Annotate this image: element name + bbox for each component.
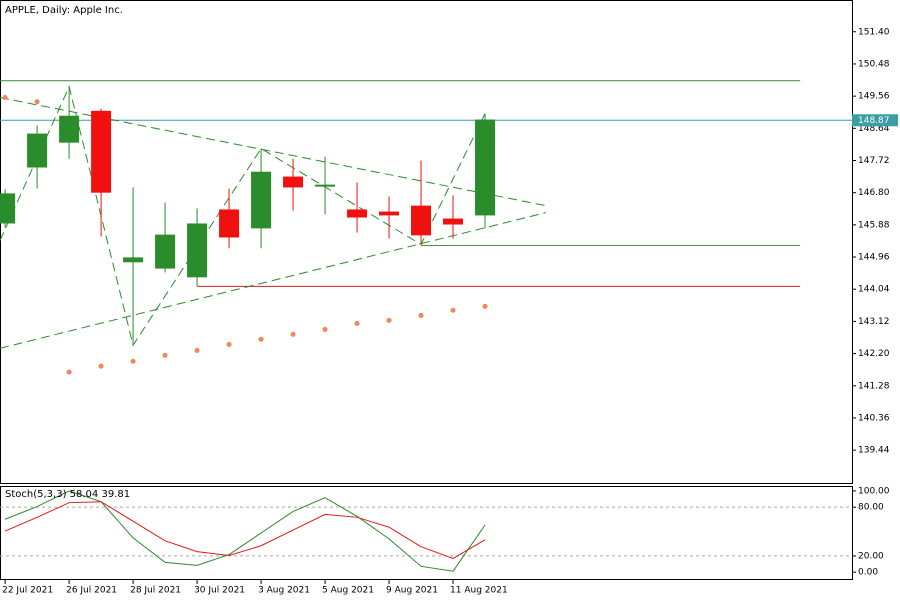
candle-body xyxy=(379,211,400,216)
sar-dot xyxy=(450,307,456,313)
y-tick-label: 139.44 xyxy=(858,446,890,456)
candle-body xyxy=(155,234,176,269)
main-frame xyxy=(0,0,853,484)
candle-body xyxy=(411,205,432,236)
candle-body xyxy=(27,133,48,168)
main-pane xyxy=(0,80,852,375)
sar-dot xyxy=(354,320,360,326)
candle-body xyxy=(219,209,240,238)
x-tick-label: 3 Aug 2021 xyxy=(258,586,310,596)
candle-body xyxy=(475,119,496,216)
sar-dot xyxy=(482,303,488,309)
price-label-box xyxy=(852,114,898,127)
x-tick-label: 26 Jul 2021 xyxy=(66,586,117,596)
stoch-frame xyxy=(0,486,853,580)
x-tick-label: 28 Jul 2021 xyxy=(130,586,181,596)
y-tick-label: 148.64 xyxy=(858,124,890,134)
sar-dot xyxy=(194,347,200,353)
chart-title: APPLE, Daily: Apple Inc. xyxy=(5,5,123,16)
candle-body xyxy=(187,223,208,278)
sar-dot xyxy=(226,341,232,347)
candle-body xyxy=(123,257,144,263)
sar-dot xyxy=(386,317,392,323)
y-tick-label: 142.20 xyxy=(858,349,890,359)
x-tick-label: 11 Aug 2021 xyxy=(450,586,508,596)
sar-dot xyxy=(2,95,8,101)
candle-body xyxy=(443,218,464,225)
y-tick-label: 144.96 xyxy=(858,253,890,263)
candle-body xyxy=(251,171,272,229)
y-tick-label: 151.40 xyxy=(858,27,890,37)
stoch-line xyxy=(4,501,486,559)
candle-body xyxy=(59,115,80,143)
sar-dot xyxy=(66,369,72,375)
candle-body xyxy=(347,209,368,218)
trendline xyxy=(0,212,546,349)
stoch-y-tick-label: 0.00 xyxy=(858,568,878,578)
stoch-pane xyxy=(0,490,852,572)
y-tick-label: 141.28 xyxy=(858,381,890,391)
sar-dot xyxy=(290,331,296,337)
y-tick-label: 146.80 xyxy=(858,188,890,198)
candle-body xyxy=(315,184,336,187)
candle-body xyxy=(283,176,304,188)
candle-body xyxy=(0,193,16,224)
x-tick-label: 9 Aug 2021 xyxy=(386,586,438,596)
y-tick-label: 144.04 xyxy=(858,285,890,295)
sar-dot xyxy=(162,352,168,358)
price-label: 148.87 xyxy=(858,116,890,126)
stoch-title: Stoch(5,3,3) 58.04 39.81 xyxy=(5,489,130,500)
stoch-y-tick-label: 20.00 xyxy=(858,551,884,561)
candle-body xyxy=(91,110,112,193)
y-tick-label: 150.48 xyxy=(858,59,890,69)
y-tick-label: 149.56 xyxy=(858,92,890,102)
sar-dot xyxy=(418,312,424,318)
y-tick-label: 147.72 xyxy=(858,156,890,166)
stoch-y-tick-label: 80.00 xyxy=(858,503,884,513)
y-tick-label: 145.88 xyxy=(858,220,890,230)
x-tick-label: 30 Jul 2021 xyxy=(194,586,245,596)
axes: 151.40 150.48 149.56 148.64 147.72 146.80 145.… xyxy=(2,27,898,596)
y-tick-label: 143.12 xyxy=(858,317,890,327)
x-tick-label: 22 Jul 2021 xyxy=(2,586,53,596)
sar-dot xyxy=(130,358,136,364)
stoch-line xyxy=(4,490,486,572)
sar-dot xyxy=(322,326,328,332)
stoch-y-tick-label: 100.00 xyxy=(858,486,890,496)
x-tick-label: 5 Aug 2021 xyxy=(322,586,374,596)
y-tick-label: 140.36 xyxy=(858,413,890,423)
trendline xyxy=(0,97,546,207)
sar-dot xyxy=(98,363,104,369)
sar-dot xyxy=(258,336,264,342)
sar-dot xyxy=(34,99,40,105)
